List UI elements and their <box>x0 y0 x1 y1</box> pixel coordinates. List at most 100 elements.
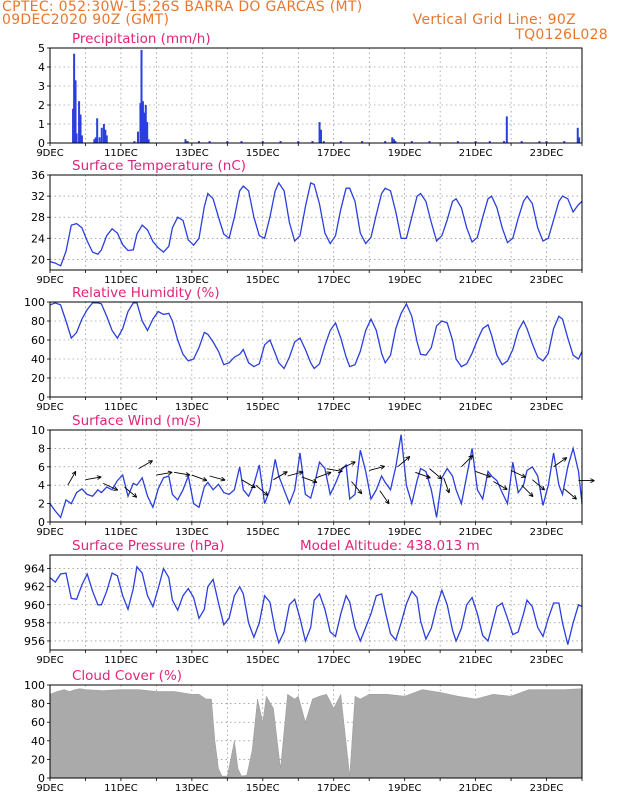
wind-line <box>49 434 583 519</box>
wind-arrow-head <box>437 477 442 480</box>
wind-arrow-head <box>468 455 473 458</box>
precip-bar <box>105 135 108 143</box>
precip-bar <box>96 118 99 143</box>
y-tick-label: 0 <box>38 137 45 150</box>
wind-arrow-head <box>357 491 362 495</box>
wind-arrow-head <box>384 501 390 505</box>
y-tick-label: 36 <box>31 169 45 182</box>
x-tick-label: 23DEC <box>530 655 564 666</box>
wind-arrow <box>351 481 363 495</box>
precip-bar <box>279 141 282 143</box>
temp-line <box>49 181 583 267</box>
precip-bar <box>322 141 325 143</box>
wind-arrow <box>241 479 256 489</box>
panel-cloud: 0 20 40 60 80 100 9DEC 11DEC 13DEC 15DEC 17DEC 19DE… <box>24 668 583 794</box>
panel-frame <box>49 47 583 144</box>
precip-bar <box>578 137 581 143</box>
precip-bar <box>144 105 147 143</box>
rh-line <box>49 302 583 370</box>
precip-bar <box>576 127 579 143</box>
precip-bar <box>146 122 149 143</box>
wind-arrow-head <box>445 489 450 494</box>
x-tick-label: 19DEC <box>388 783 422 794</box>
x-tick-label: 21DEC <box>459 783 493 794</box>
x-tick-label: 13DEC <box>175 783 209 794</box>
wind-arrow-head <box>387 499 390 504</box>
x-tick-label: 23DEC <box>530 275 564 286</box>
y-tick-label: 10 <box>31 424 45 437</box>
y-tick-label: 0 <box>38 516 45 529</box>
precip-bar <box>94 137 97 143</box>
panel-press: 956 958 960 962 964 9DEC 11DEC 13DEC 15DEC 17DEC 1… <box>24 538 583 666</box>
x-tick-label: 9DEC <box>36 402 63 413</box>
wind-arrow-head <box>149 460 153 465</box>
precip-bar <box>505 116 508 143</box>
press-line <box>49 565 583 645</box>
wind-arrow-head <box>203 477 208 481</box>
x-tick-label: 21DEC <box>459 402 493 413</box>
wind-arrow-head <box>542 485 546 491</box>
panel-title: Cloud Cover (%) <box>72 668 182 684</box>
panel-title: Relative Humidity (%) <box>72 285 220 301</box>
y-tick-label: 100 <box>24 296 45 309</box>
precip-bar <box>311 141 314 143</box>
wind-arrow <box>369 465 385 471</box>
wind-arrow-head <box>134 493 138 498</box>
wind-arrow <box>443 477 450 494</box>
wind-arrow-head <box>168 471 173 476</box>
precip-bar <box>184 139 187 143</box>
precip-bar <box>197 141 200 143</box>
wind-arrow <box>521 484 534 497</box>
wind-arrow-head <box>380 465 385 470</box>
wind-arrow <box>138 460 153 470</box>
precip-bar <box>297 141 300 143</box>
precip-bar <box>73 53 76 144</box>
wind-arrow <box>315 471 332 479</box>
x-tick-label: 17DEC <box>317 402 351 413</box>
y-tick-label: 20 <box>31 753 45 766</box>
x-tick-label: 15DEC <box>246 402 280 413</box>
precip-bar <box>563 141 566 143</box>
wind-arrow <box>415 471 431 479</box>
x-tick-label: 13DEC <box>175 148 209 159</box>
x-tick-label: 11DEC <box>104 655 138 666</box>
precip-bar <box>456 141 459 143</box>
wind-arrow-head <box>71 470 76 475</box>
cloud-area <box>49 688 583 779</box>
y-tick-label: 960 <box>24 599 45 612</box>
x-tick-label: 11DEC <box>104 148 138 159</box>
precip-bar <box>474 141 477 143</box>
x-tick-label: 19DEC <box>388 148 422 159</box>
x-tick-label: 11DEC <box>104 527 138 538</box>
wind-arrow <box>379 490 390 505</box>
header-model: TQ0126L028 <box>515 27 608 43</box>
panel-title: Precipitation (mm/h) <box>72 31 211 47</box>
x-tick-label: 11DEC <box>104 402 138 413</box>
x-tick-label: 19DEC <box>388 655 422 666</box>
wind-arrow-head <box>185 474 191 477</box>
precip-bar <box>394 141 397 143</box>
wind-arrow-head <box>564 457 568 462</box>
x-tick-label: 13DEC <box>175 655 209 666</box>
wind-arrow-head <box>263 493 269 496</box>
y-tick-label: 8 <box>38 442 45 455</box>
x-tick-label: 9DEC <box>36 783 63 794</box>
wind-arrow-head <box>405 456 410 459</box>
panel-title: Surface Pressure (hPa) <box>72 538 225 554</box>
precip-bar <box>208 141 211 143</box>
x-tick-label: 19DEC <box>388 527 422 538</box>
wind-arrow-head <box>360 489 363 494</box>
y-tick-label: 4 <box>38 61 45 74</box>
panel-annotation: Model Altitude: 438.013 m <box>300 538 480 554</box>
header-station: CPTEC: 052:30W-15:26S BARRA DO GARCAS (M… <box>2 0 363 15</box>
y-tick-label: 1 <box>38 118 45 131</box>
x-tick-label: 17DEC <box>317 783 351 794</box>
wind-arrow <box>273 471 288 481</box>
precip-bar <box>141 101 144 143</box>
precip-bar <box>361 141 364 143</box>
wind-arrow-head <box>487 473 491 478</box>
y-tick-label: 962 <box>24 581 45 594</box>
x-tick-label: 11DEC <box>104 783 138 794</box>
y-tick-label: 40 <box>31 353 45 366</box>
